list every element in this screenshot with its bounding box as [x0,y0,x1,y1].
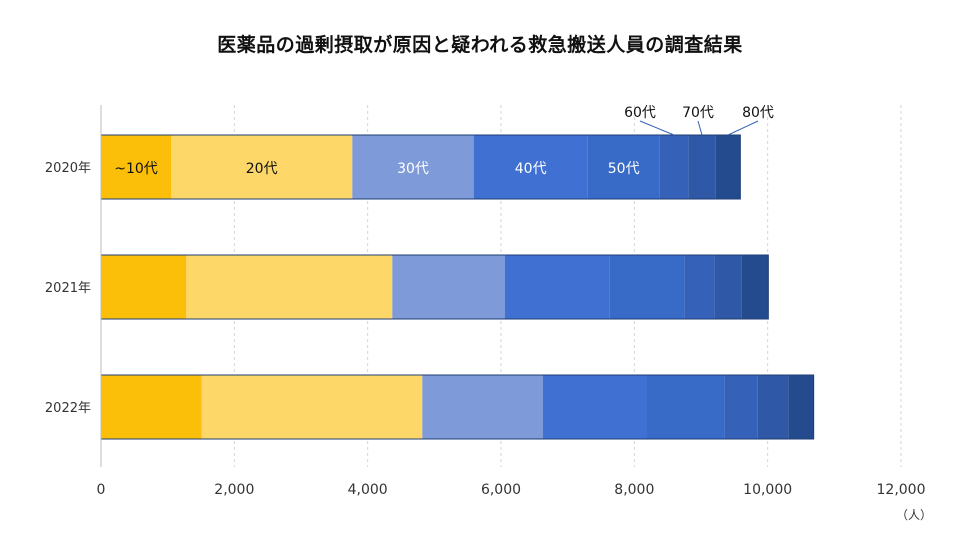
x-tick-label: 2,000 [214,482,254,498]
bar-segment [788,375,814,439]
bar-segment [715,135,741,199]
bar-segment [352,135,474,199]
bar-segment [543,375,647,439]
category-label: 2022年 [45,401,91,416]
bar-segment [505,255,610,319]
x-tick-label: 10,000 [743,482,792,498]
x-tick-label: 6,000 [481,482,521,498]
bar-segment [659,135,689,199]
x-tick-label: 12,000 [877,482,926,498]
bar-segment [587,135,660,199]
series-label: 80代 [742,105,774,121]
x-tick-label: 0 [97,482,106,498]
bar-segment [724,375,758,439]
unit-label: （人） [896,508,932,522]
leader-line [639,120,675,136]
bar-segment [647,375,725,439]
bar-segment [101,135,171,199]
chart-title: 医薬品の過剰摂取が原因と疑われる救急搬送人員の調査結果 [217,34,743,56]
bar-segment [473,135,588,199]
bar-segment [171,135,353,199]
bar-segment [609,255,685,319]
bar-segment [201,375,423,439]
bar-segment [101,255,187,319]
bar-segment [714,255,742,319]
category-label: 2021年 [45,281,91,296]
series-label: 20代 [246,161,278,177]
bar-segment [684,255,715,319]
bar-segment [688,135,716,199]
bar-segment [757,375,789,439]
bar-segment [392,255,505,319]
series-label: 70代 [682,105,714,121]
bar-segment [186,255,393,319]
series-label: 40代 [515,161,547,177]
series-label: 50代 [608,161,640,177]
bar-segment [422,375,543,439]
x-tick-label: 4,000 [348,482,388,498]
bar-segment [741,255,769,319]
series-label: 60代 [624,105,656,121]
leader-line [697,120,703,136]
bar-segment [101,375,202,439]
series-label: 30代 [397,161,429,177]
x-tick-label: 8,000 [614,482,654,498]
category-label: 2020年 [45,161,91,176]
series-label: ~10代 [114,161,158,177]
leader-line [727,120,759,136]
